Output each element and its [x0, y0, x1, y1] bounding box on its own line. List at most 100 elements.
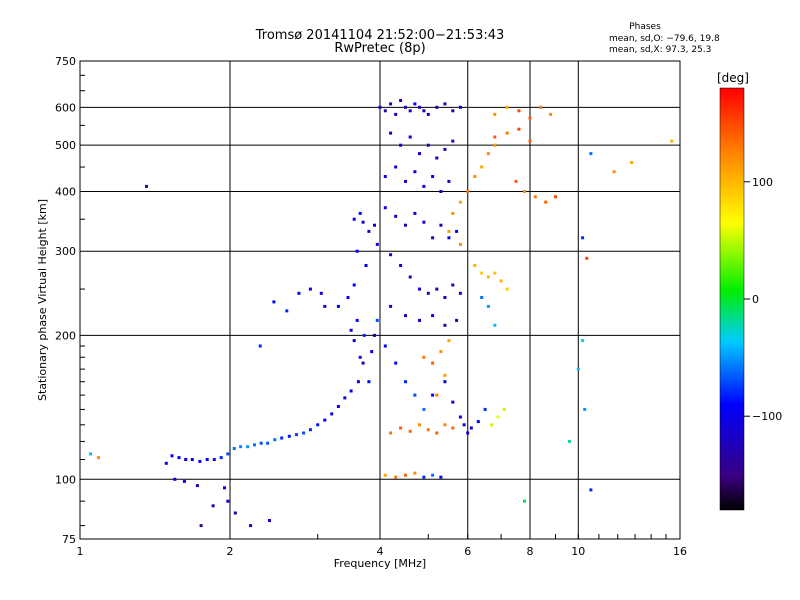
- data-point: [258, 344, 262, 348]
- data-point: [389, 431, 393, 435]
- data-point: [308, 287, 312, 291]
- data-point: [362, 333, 366, 337]
- y-tick-label: 300: [55, 245, 76, 258]
- data-point: [352, 217, 356, 221]
- data-point: [355, 249, 359, 253]
- data-point: [431, 361, 435, 365]
- data-point: [212, 458, 216, 461]
- data-point: [517, 109, 521, 113]
- x-tick-label: 1: [77, 545, 84, 558]
- data-point: [523, 499, 526, 503]
- x-axis-label: Frequency [MHz]: [334, 557, 426, 570]
- data-point: [554, 195, 557, 199]
- data-point: [443, 323, 447, 327]
- data-point: [170, 454, 174, 458]
- data-point: [455, 229, 459, 233]
- data-point: [349, 328, 353, 332]
- data-point: [404, 179, 407, 183]
- data-point: [426, 428, 430, 432]
- data-point: [426, 291, 430, 295]
- data-point: [173, 477, 177, 481]
- data-point: [451, 400, 455, 404]
- data-point: [323, 304, 327, 308]
- data-point: [462, 423, 466, 427]
- data-point: [253, 443, 256, 447]
- data-point: [486, 152, 490, 156]
- data-point: [514, 179, 518, 183]
- data-point: [336, 405, 340, 408]
- data-point: [383, 344, 387, 348]
- data-point: [581, 339, 585, 343]
- data-point: [308, 428, 312, 432]
- data-point: [394, 361, 398, 365]
- data-point: [399, 264, 403, 267]
- data-point: [330, 412, 334, 416]
- y-tick-label: 500: [55, 139, 76, 152]
- data-point: [352, 339, 356, 343]
- data-point: [493, 112, 497, 116]
- data-point: [399, 426, 403, 430]
- x-tick-label: 2: [227, 545, 234, 558]
- data-point: [539, 105, 543, 109]
- phases-o-stats: mean, sd,O: −79.6, 19.8: [609, 34, 720, 44]
- data-point: [389, 253, 393, 257]
- data-point: [408, 135, 412, 139]
- chart-subtitle: RwPretec (8p): [334, 41, 425, 56]
- data-point: [295, 433, 298, 437]
- data-point: [280, 436, 284, 440]
- data-point: [404, 314, 407, 318]
- data-point: [182, 479, 186, 483]
- data-point: [361, 361, 365, 365]
- data-point: [97, 456, 101, 460]
- data-point: [389, 304, 393, 308]
- data-point: [404, 223, 407, 227]
- data-point: [355, 318, 359, 322]
- data-point: [375, 318, 379, 322]
- data-point: [517, 127, 521, 131]
- y-tick-label: 75: [62, 533, 76, 546]
- data-point: [302, 431, 306, 435]
- data-point: [589, 152, 593, 156]
- data-point: [375, 242, 379, 246]
- data-point: [418, 105, 421, 109]
- data-point: [476, 420, 480, 424]
- data-point: [413, 170, 417, 174]
- data-point: [447, 236, 451, 240]
- data-point: [443, 102, 447, 106]
- data-point: [422, 355, 426, 359]
- data-point: [404, 473, 407, 477]
- data-point: [389, 102, 393, 106]
- data-point: [466, 431, 470, 435]
- data-point: [367, 380, 371, 384]
- y-tick-label: 600: [55, 101, 76, 114]
- colorbar-tick-label: 100: [752, 176, 773, 189]
- data-point: [287, 434, 291, 438]
- data-point: [336, 304, 340, 308]
- data-point: [544, 200, 548, 204]
- x-tick-label: 16: [673, 545, 687, 558]
- data-point: [443, 380, 447, 384]
- data-point: [483, 407, 487, 411]
- data-point: [431, 236, 435, 240]
- data-point: [413, 102, 417, 106]
- x-tick-label: 8: [527, 545, 534, 558]
- chart-title: Tromsø 20141104 21:52:00−21:53:43: [255, 28, 505, 43]
- data-point: [190, 458, 194, 461]
- data-point: [435, 287, 439, 291]
- data-point: [431, 393, 435, 397]
- data-point: [239, 445, 243, 449]
- data-point: [383, 175, 387, 178]
- data-point: [473, 264, 477, 267]
- data-point: [549, 112, 553, 116]
- data-point: [211, 504, 215, 508]
- data-point: [568, 439, 571, 443]
- data-point: [383, 473, 387, 477]
- data-point: [496, 415, 500, 419]
- data-point: [199, 524, 203, 528]
- data-point: [418, 152, 421, 156]
- data-point: [458, 242, 462, 246]
- data-point: [389, 131, 393, 135]
- data-point: [458, 105, 462, 109]
- grid-lines: [80, 61, 680, 539]
- data-point: [493, 135, 497, 139]
